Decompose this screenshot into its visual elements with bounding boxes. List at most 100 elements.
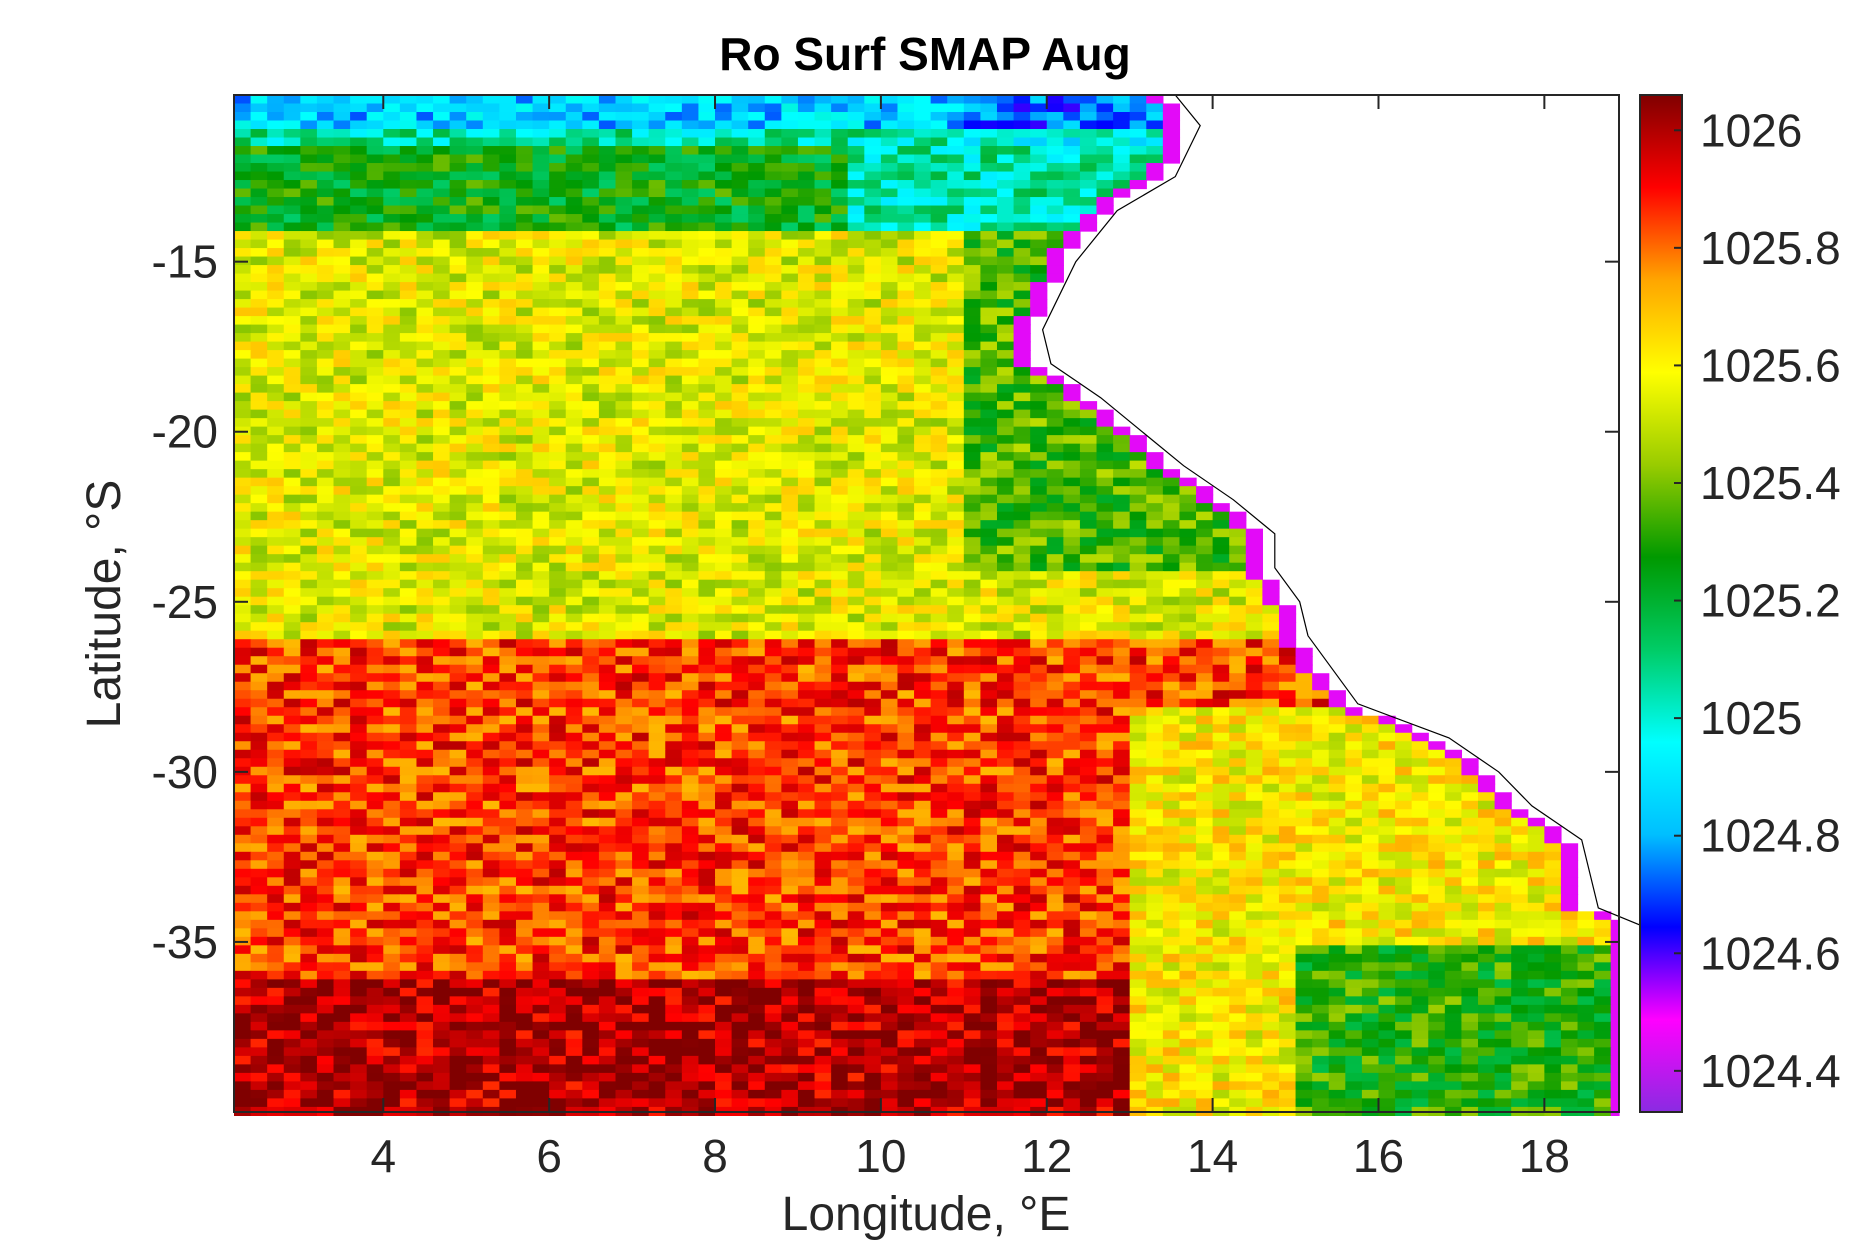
heatmap-cell [847, 758, 865, 768]
heatmap-cell [333, 95, 351, 105]
heatmap-cell [582, 477, 600, 487]
heatmap-cell [1162, 664, 1181, 674]
heatmap-cell [797, 775, 816, 785]
heatmap-cell [880, 265, 899, 275]
heatmap-cell [665, 290, 683, 300]
heatmap-cell [963, 647, 982, 657]
heatmap-cell [698, 511, 716, 521]
heatmap-cell [383, 588, 401, 598]
heatmap-cell [598, 596, 617, 606]
heatmap-cell [300, 222, 318, 232]
heatmap-cell [1030, 129, 1048, 139]
heatmap-cell [698, 95, 716, 105]
heatmap-cell [515, 707, 534, 717]
heatmap-cell [681, 673, 700, 683]
heatmap-cell [499, 188, 517, 198]
heatmap-cell [1162, 647, 1181, 657]
heatmap-cell [416, 426, 434, 436]
heatmap-cell [466, 367, 484, 377]
heatmap-cell [565, 290, 583, 300]
heatmap-cell [748, 741, 766, 751]
heatmap-cell [897, 741, 915, 751]
heatmap-cell [499, 749, 517, 759]
heatmap-cell [847, 460, 865, 470]
heatmap-cell [333, 452, 351, 462]
heatmap-cell [499, 197, 517, 207]
heatmap-cell [748, 409, 766, 419]
heatmap-cell [1013, 341, 1031, 351]
heatmap-cell [764, 596, 782, 606]
heatmap-cell [947, 299, 965, 309]
heatmap-cell [797, 290, 816, 300]
heatmap-cell [880, 596, 899, 606]
heatmap-cell [250, 231, 268, 241]
heatmap-cell [996, 520, 1015, 530]
heatmap-cell [1411, 766, 1429, 776]
heatmap-cell [433, 95, 451, 105]
heatmap-cell [1046, 452, 1064, 462]
heatmap-cell [267, 630, 285, 640]
heatmap-cell [1428, 792, 1446, 802]
heatmap-cell [814, 800, 832, 810]
heatmap-cell [996, 656, 1015, 666]
heatmap-cell [681, 707, 700, 717]
heatmap-cell [1096, 197, 1114, 207]
heatmap-cell [598, 622, 617, 632]
heatmap-cell [930, 256, 948, 266]
heatmap-cell [748, 248, 766, 258]
heatmap-cell [1212, 664, 1230, 674]
heatmap-cell [914, 282, 932, 292]
heatmap-cell [698, 307, 716, 317]
heatmap-cell [930, 588, 948, 598]
heatmap-cell [1212, 528, 1230, 538]
heatmap-cell [681, 103, 700, 113]
heatmap-cell [1063, 222, 1081, 232]
heatmap-cell [499, 367, 517, 377]
heatmap-cell [1046, 596, 1064, 606]
heatmap-cell [1395, 758, 1413, 768]
heatmap-cell [267, 180, 285, 190]
heatmap-cell [283, 715, 301, 725]
heatmap-cell [698, 231, 716, 241]
heatmap-cell [250, 316, 268, 326]
heatmap-cell [864, 758, 882, 768]
heatmap-cell [466, 290, 484, 300]
heatmap-cell [897, 129, 915, 139]
heatmap-cell [1113, 775, 1131, 785]
heatmap-cell [416, 324, 434, 334]
heatmap-cell [416, 537, 434, 547]
heatmap-cell [831, 282, 849, 292]
heatmap-cell [1129, 715, 1147, 725]
heatmap-cell [1245, 673, 1263, 683]
heatmap-cell [582, 707, 600, 717]
heatmap-cell [814, 605, 832, 615]
heatmap-cell [1162, 758, 1181, 768]
heatmap-cell [234, 724, 252, 734]
heatmap-cell [1229, 732, 1247, 742]
heatmap-cell [1046, 503, 1064, 513]
heatmap-cell [1162, 749, 1181, 759]
heatmap-cell [1162, 656, 1181, 666]
heatmap-cell [466, 384, 484, 394]
heatmap-cell [996, 324, 1015, 334]
heatmap-cell [764, 766, 782, 776]
heatmap-cell [797, 137, 816, 147]
heatmap-cell [1096, 681, 1114, 691]
heatmap-cell [532, 588, 550, 598]
heatmap-cell [764, 724, 782, 734]
heatmap-cell [897, 469, 915, 479]
heatmap-cell [383, 248, 401, 258]
heatmap-cell [234, 545, 252, 555]
heatmap-cell [764, 290, 782, 300]
heatmap-cell [831, 596, 849, 606]
heatmap-cell [797, 401, 816, 411]
heatmap-cell [864, 732, 882, 742]
heatmap-cell [1079, 503, 1098, 513]
heatmap-cell [1046, 605, 1064, 615]
heatmap-cell [549, 324, 567, 334]
heatmap-cell [1212, 732, 1230, 742]
heatmap-cell [565, 163, 583, 173]
heatmap-cell [963, 698, 982, 708]
heatmap-cell [947, 554, 965, 564]
heatmap-cell [632, 673, 650, 683]
